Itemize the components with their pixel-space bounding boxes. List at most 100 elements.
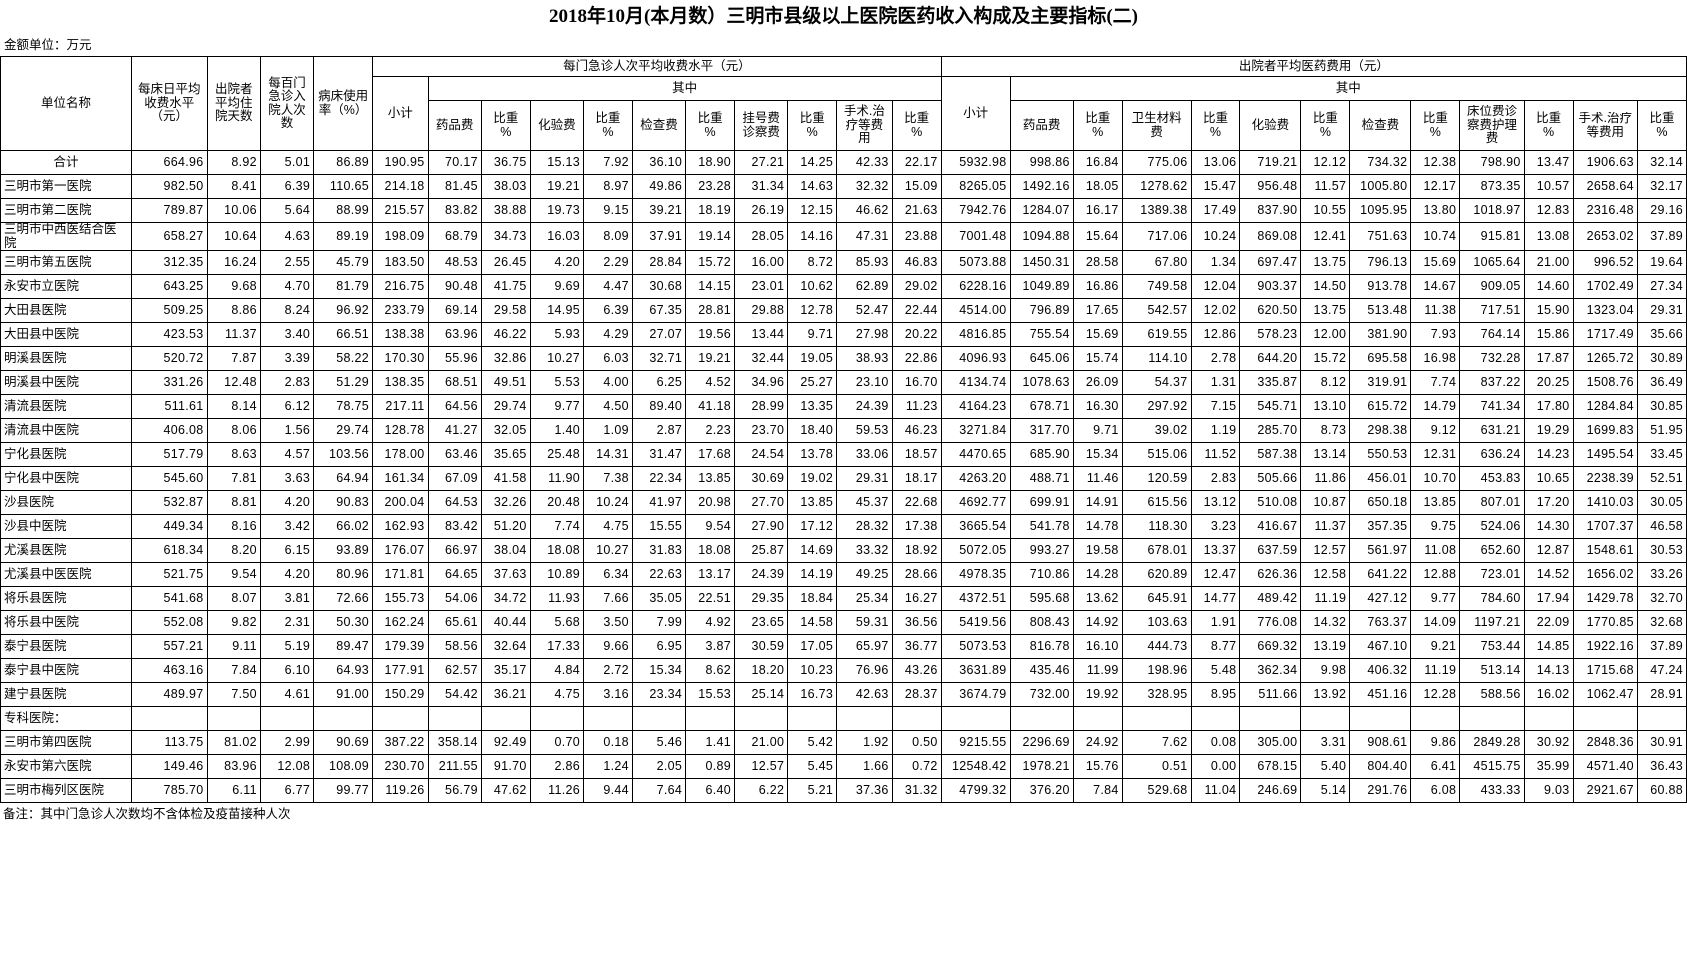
row-unit-name: 尤溪县中医医院: [0, 562, 133, 587]
cell-6: 41.27: [427, 418, 482, 443]
cell-10: 49.86: [631, 174, 687, 199]
cell-21: 362.34: [1239, 658, 1302, 683]
cell-28: 30.89: [1636, 346, 1687, 371]
cell-4: 66.02: [313, 514, 374, 539]
cell-9: 4.75: [582, 514, 633, 539]
table-row: 尤溪县医院 618.34 8.20 6.15 93.89 176.07 66.97 38.04…: [0, 538, 1687, 563]
section-blank-cell: [1459, 706, 1525, 731]
cell-2: 9.54: [206, 562, 261, 587]
cell-28: 35.66: [1636, 322, 1687, 347]
cell-22: 13.92: [1300, 682, 1351, 707]
cell-6: 63.96: [427, 322, 482, 347]
section-blank-cell: [1072, 706, 1123, 731]
cell-13: 9.71: [787, 322, 838, 347]
cell-8: 25.48: [529, 442, 584, 467]
cell-23: 908.61: [1349, 730, 1412, 755]
cell-21: 626.36: [1239, 562, 1302, 587]
cell-5: 162.24: [372, 610, 429, 635]
cell-18: 7.84: [1072, 778, 1123, 803]
cell-26: 16.02: [1523, 682, 1574, 707]
cell-22: 9.98: [1300, 658, 1351, 683]
cell-28: 30.91: [1636, 730, 1687, 755]
cell-6: 69.14: [427, 298, 482, 323]
cell-25: 732.28: [1459, 346, 1525, 371]
cell-1: 520.72: [131, 346, 208, 371]
cell-6: 68.79: [427, 222, 482, 251]
cell-26: 22.09: [1523, 610, 1574, 635]
cell-4: 108.09: [313, 754, 374, 779]
cell-16: 5072.05: [940, 538, 1011, 563]
cell-23: 451.16: [1349, 682, 1412, 707]
cell-1: 406.08: [131, 418, 208, 443]
cell-15: 22.17: [891, 150, 942, 175]
cell-16: 4799.32: [940, 778, 1011, 803]
cell-24: 9.86: [1410, 730, 1461, 755]
cell-6: 67.09: [427, 466, 482, 491]
cell-8: 9.77: [529, 394, 584, 419]
group-inpatient-among-which: 其中: [1009, 76, 1687, 101]
cell-21: 511.66: [1239, 682, 1302, 707]
cell-17: 808.43: [1009, 610, 1074, 635]
cell-5: 190.95: [372, 150, 429, 175]
row-unit-name: 清流县中医院: [0, 418, 133, 443]
cell-3: 6.12: [259, 394, 315, 419]
cell-14: 1.66: [836, 754, 893, 779]
cell-4: 99.77: [313, 778, 374, 803]
col-in-exam-fee: 检查费: [1349, 100, 1412, 151]
col-out-reg-consult-ratio: 比重%: [787, 100, 838, 151]
cell-10: 23.34: [631, 682, 687, 707]
cell-22: 3.31: [1300, 730, 1351, 755]
cell-8: 4.20: [529, 250, 584, 275]
cell-6: 211.55: [427, 754, 482, 779]
cell-5: 217.11: [372, 394, 429, 419]
cell-8: 4.75: [529, 682, 584, 707]
cell-23: 357.35: [1349, 514, 1412, 539]
table-row: 清流县医院 511.61 8.14 6.12 78.75 217.11 64.56 29.74…: [0, 394, 1687, 419]
section-blank-cell: [372, 706, 429, 731]
cell-6: 66.97: [427, 538, 482, 563]
cell-14: 23.10: [836, 370, 893, 395]
cell-27: 1906.63: [1572, 150, 1638, 175]
row-unit-name: 宁化县中医院: [0, 466, 133, 491]
cell-24: 9.75: [1410, 514, 1461, 539]
cell-19: 645.91: [1121, 586, 1192, 611]
cell-4: 72.66: [313, 586, 374, 611]
cell-13: 17.12: [787, 514, 838, 539]
cell-4: 91.00: [313, 682, 374, 707]
cell-1: 643.25: [131, 274, 208, 299]
cell-6: 81.45: [427, 174, 482, 199]
cell-22: 12.41: [1300, 222, 1351, 251]
cell-12: 28.05: [733, 222, 789, 251]
cell-14: 62.89: [836, 274, 893, 299]
cell-3: 5.01: [259, 150, 315, 175]
cell-2: 8.14: [206, 394, 261, 419]
col-in-drug-ratio: 比重%: [1072, 100, 1123, 151]
cell-20: 8.95: [1190, 682, 1241, 707]
cell-9: 10.27: [582, 538, 633, 563]
cell-19: 1278.62: [1121, 174, 1192, 199]
row-unit-name: 三明市第一医院: [0, 174, 133, 199]
cell-2: 7.50: [206, 682, 261, 707]
cell-15: 28.66: [891, 562, 942, 587]
row-unit-name: 沙县中医院: [0, 514, 133, 539]
cell-20: 0.08: [1190, 730, 1241, 755]
cell-12: 32.44: [733, 346, 789, 371]
cell-25: 588.56: [1459, 682, 1525, 707]
cell-17: 685.90: [1009, 442, 1074, 467]
cell-10: 22.34: [631, 466, 687, 491]
cell-9: 9.44: [582, 778, 633, 803]
cell-20: 3.23: [1190, 514, 1241, 539]
cell-3: 6.10: [259, 658, 315, 683]
cell-18: 19.92: [1072, 682, 1123, 707]
cell-7: 38.03: [480, 174, 531, 199]
table-row: 将乐县医院 541.68 8.07 3.81 72.66 155.73 54.06 34.72…: [0, 586, 1687, 611]
table-row: 三明市第一医院 982.50 8.41 6.39 110.65 214.18 81.45 38…: [0, 174, 1687, 199]
cell-9: 14.31: [582, 442, 633, 467]
cell-14: 42.63: [836, 682, 893, 707]
cell-17: 1978.21: [1009, 754, 1074, 779]
cell-6: 64.65: [427, 562, 482, 587]
cell-18: 15.74: [1072, 346, 1123, 371]
cell-11: 23.28: [685, 174, 735, 199]
cell-6: 48.53: [427, 250, 482, 275]
cell-5: 200.04: [372, 490, 429, 515]
